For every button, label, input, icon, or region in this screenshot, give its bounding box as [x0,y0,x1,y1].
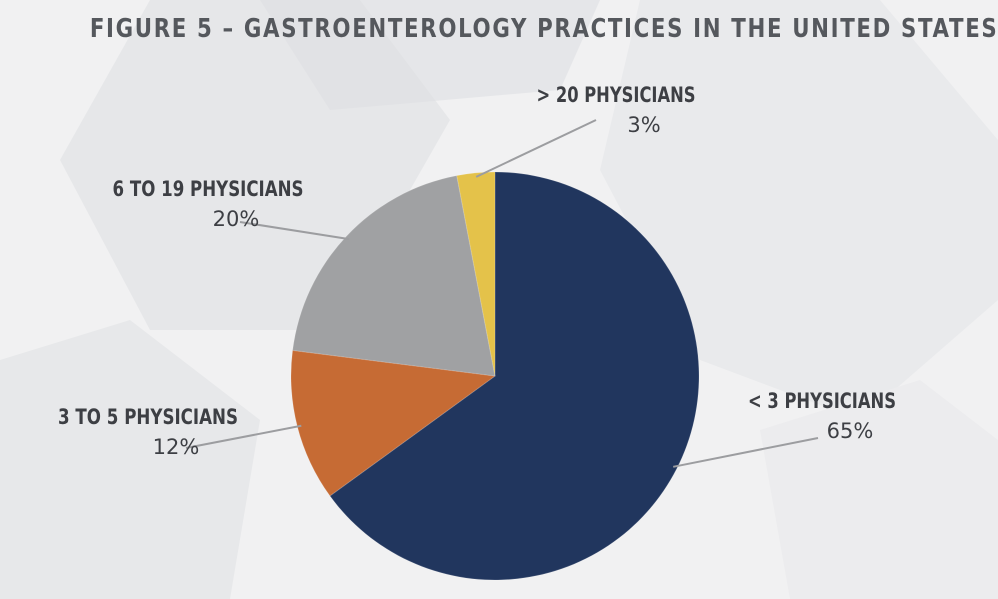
leader-line [185,424,302,449]
chart-title: FIGURE 5 – GASTROENTEROLOGY PRACTICES IN… [89,14,998,44]
pie-slice [456,171,496,377]
slice-value-label: 20% [213,207,260,231]
leader-line [239,221,350,241]
slice-label: 6 TO 19 PHYSICIANS [113,177,304,201]
pie-slice [292,175,496,377]
slice-value-label: 12% [153,435,200,459]
leader-line [475,119,597,178]
slice-value-label: 3% [627,113,660,137]
slice-label: > 20 PHYSICIANS [537,83,696,107]
slice-value-label: 65% [827,419,874,443]
leader-line [673,437,819,468]
pie-slice [329,171,700,581]
slice-label: < 3 PHYSICIANS [748,389,896,413]
slice-label: 3 TO 5 PHYSICIANS [58,405,238,429]
